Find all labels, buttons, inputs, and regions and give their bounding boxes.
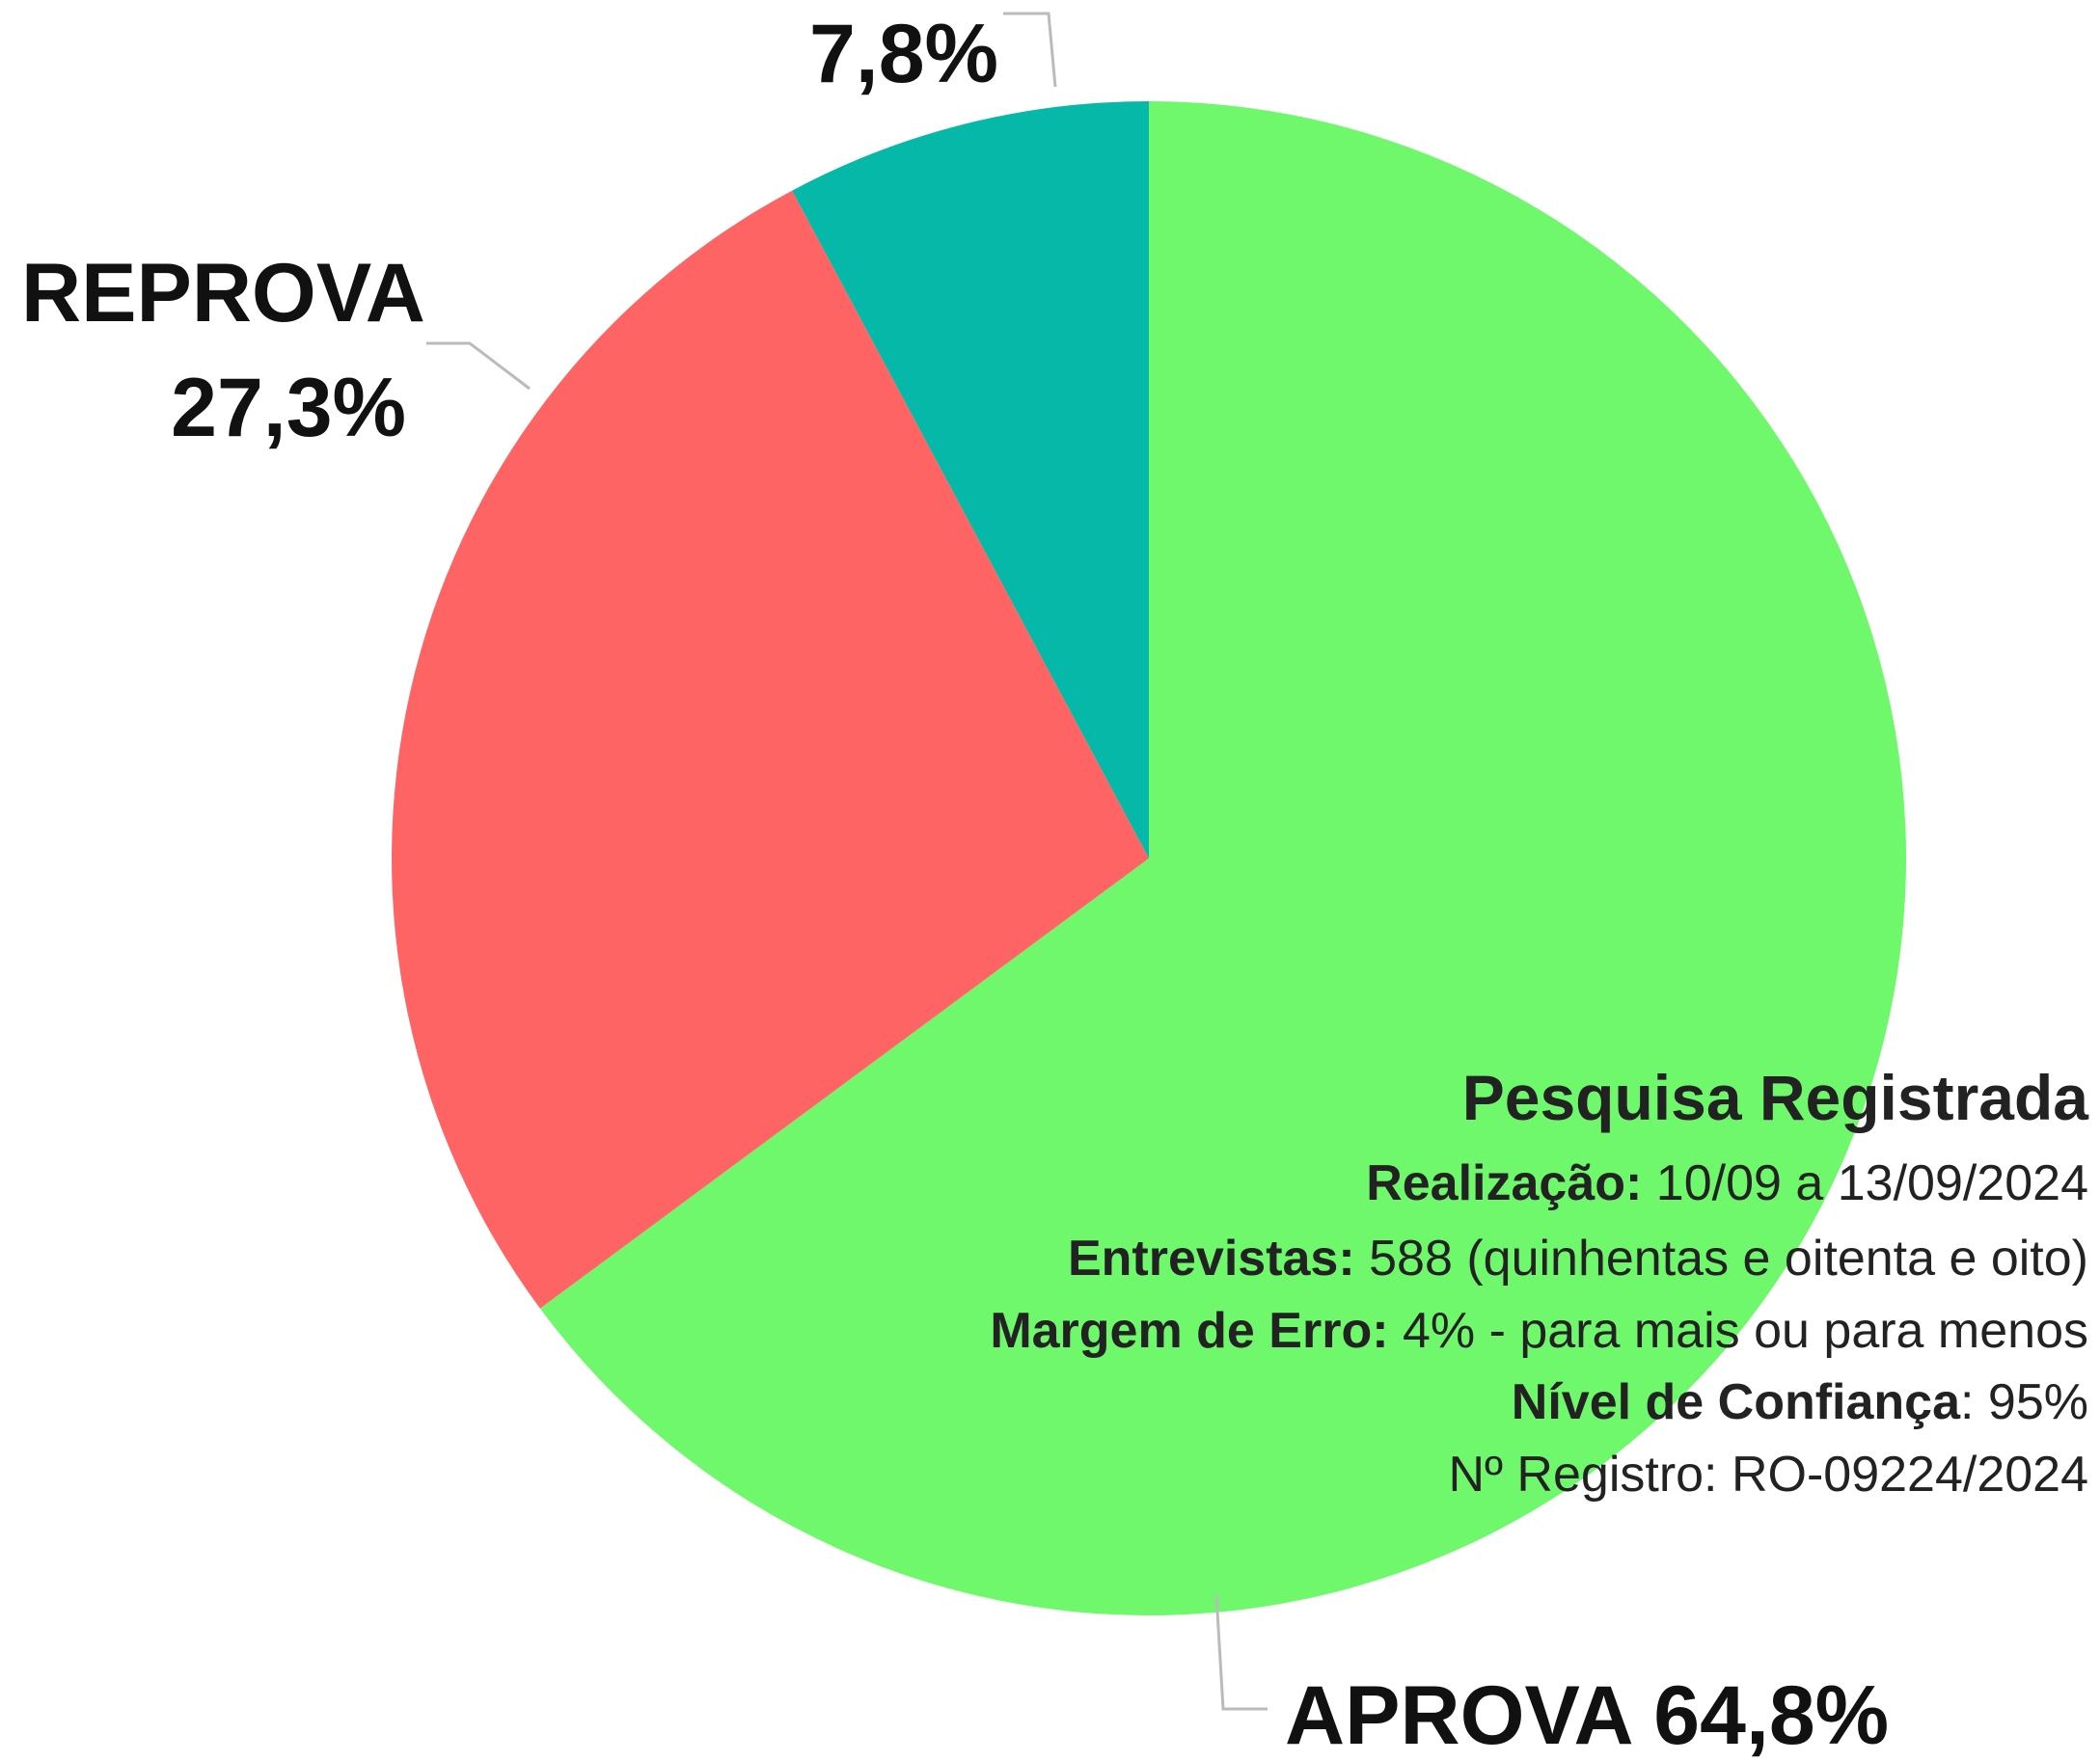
info-line: Entrevistas: 588 (quinhentas e oitenta e…	[1068, 1231, 2088, 1287]
pie-slice	[539, 101, 1906, 1615]
category-label: APROVA	[1285, 1669, 1631, 1762]
info-line: Realização: 10/09 a 13/09/2024	[1366, 1155, 2088, 1211]
info-line: Margem de Erro: 4% - para mais ou para m…	[990, 1303, 2088, 1359]
info-label: Nível de Confiança	[1512, 1374, 1961, 1430]
info-text: 4% - para mais ou para menos	[1389, 1303, 2088, 1359]
info-lines: Realização: 10/09 a 13/09/2024Entrevista…	[990, 1155, 2088, 1503]
info-label: Margem de Erro:	[990, 1303, 1388, 1359]
pie-slice	[792, 101, 1149, 858]
info-text: Nº Registro: RO-09224/2024	[1448, 1447, 2088, 1503]
info-text: 10/09 a 13/09/2024	[1642, 1155, 2088, 1211]
info-line: Nº Registro: RO-09224/2024	[1448, 1447, 2088, 1503]
info-text: : 95%	[1960, 1374, 2088, 1430]
pie-slice	[392, 190, 1150, 1309]
info-text: 588 (quinhentas e oitenta e oito)	[1355, 1231, 2088, 1287]
pie	[392, 101, 1906, 1615]
leader-line	[1214, 1594, 1268, 1711]
info-line: Nível de Confiança: 95%	[1512, 1374, 2088, 1430]
info-label: Entrevistas:	[1068, 1231, 1355, 1287]
info-label: Realização:	[1366, 1155, 1642, 1211]
value-label: 27,3%	[171, 362, 406, 454]
info-title: Pesquisa Registrada	[1462, 1062, 2090, 1133]
leader-line	[426, 341, 531, 391]
value-label: 64,8%	[1653, 1669, 1889, 1762]
leader-line	[1003, 12, 1057, 88]
value-label: 7,8%	[809, 8, 998, 100]
label: APROVA 64,8%	[1285, 1669, 1889, 1762]
category-label: REPROVA	[21, 247, 425, 339]
